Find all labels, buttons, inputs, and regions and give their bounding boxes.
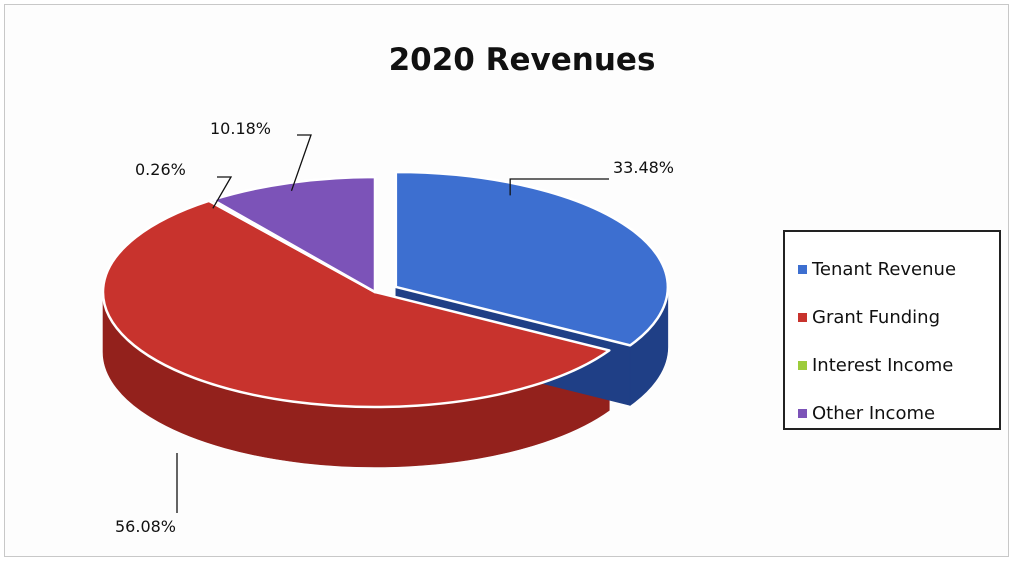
legend-item-grant-funding: Grant Funding	[798, 293, 999, 341]
legend-swatch-tenant-revenue	[798, 264, 807, 274]
leader-lines	[176, 134, 609, 513]
slice-other-income	[211, 175, 377, 294]
legend-item-tenant-revenue: Tenant Revenue	[798, 245, 999, 293]
data-labels: 33.48% 56.08% 0.26% 10.18%	[115, 119, 674, 536]
slice-tenant-revenue	[394, 170, 670, 347]
legend-label-interest-income: Interest Income	[812, 354, 954, 376]
legend-swatch-interest-income	[798, 360, 807, 370]
data-label-tenant-revenue: 33.48%	[613, 158, 674, 177]
leader-line-other-income	[290, 134, 312, 192]
data-label-interest-income: 0.26%	[135, 160, 186, 179]
legend: Tenant Revenue Grant Funding Interest Inco…	[783, 230, 1001, 430]
legend-label-grant-funding: Grant Funding	[812, 306, 941, 328]
data-label-grant-funding: 56.08%	[115, 517, 176, 536]
legend-label-tenant-revenue: Tenant Revenue	[812, 258, 957, 280]
legend-swatch-grant-funding	[798, 312, 807, 322]
leader-line-tenant-revenue	[509, 178, 609, 196]
legend-label-other-income: Other Income	[812, 402, 936, 424]
pie-chart: 2020 Revenues 33.48% 56.08% 0.26% 10.18%	[101, 42, 674, 536]
data-label-other-income: 10.18%	[210, 119, 271, 138]
pie-slices	[101, 170, 670, 409]
legend-swatch-other-income	[798, 408, 807, 418]
legend-item-other-income: Other Income	[798, 389, 999, 437]
slice-grant-funding	[101, 199, 611, 409]
leader-line-interest-income	[212, 176, 233, 209]
legend-item-interest-income: Interest Income	[798, 341, 999, 389]
chart-area: 2020 Revenues 33.48% 56.08% 0.26% 10.18% Te…	[4, 4, 1009, 557]
chart-title: 2020 Revenues	[389, 42, 656, 78]
